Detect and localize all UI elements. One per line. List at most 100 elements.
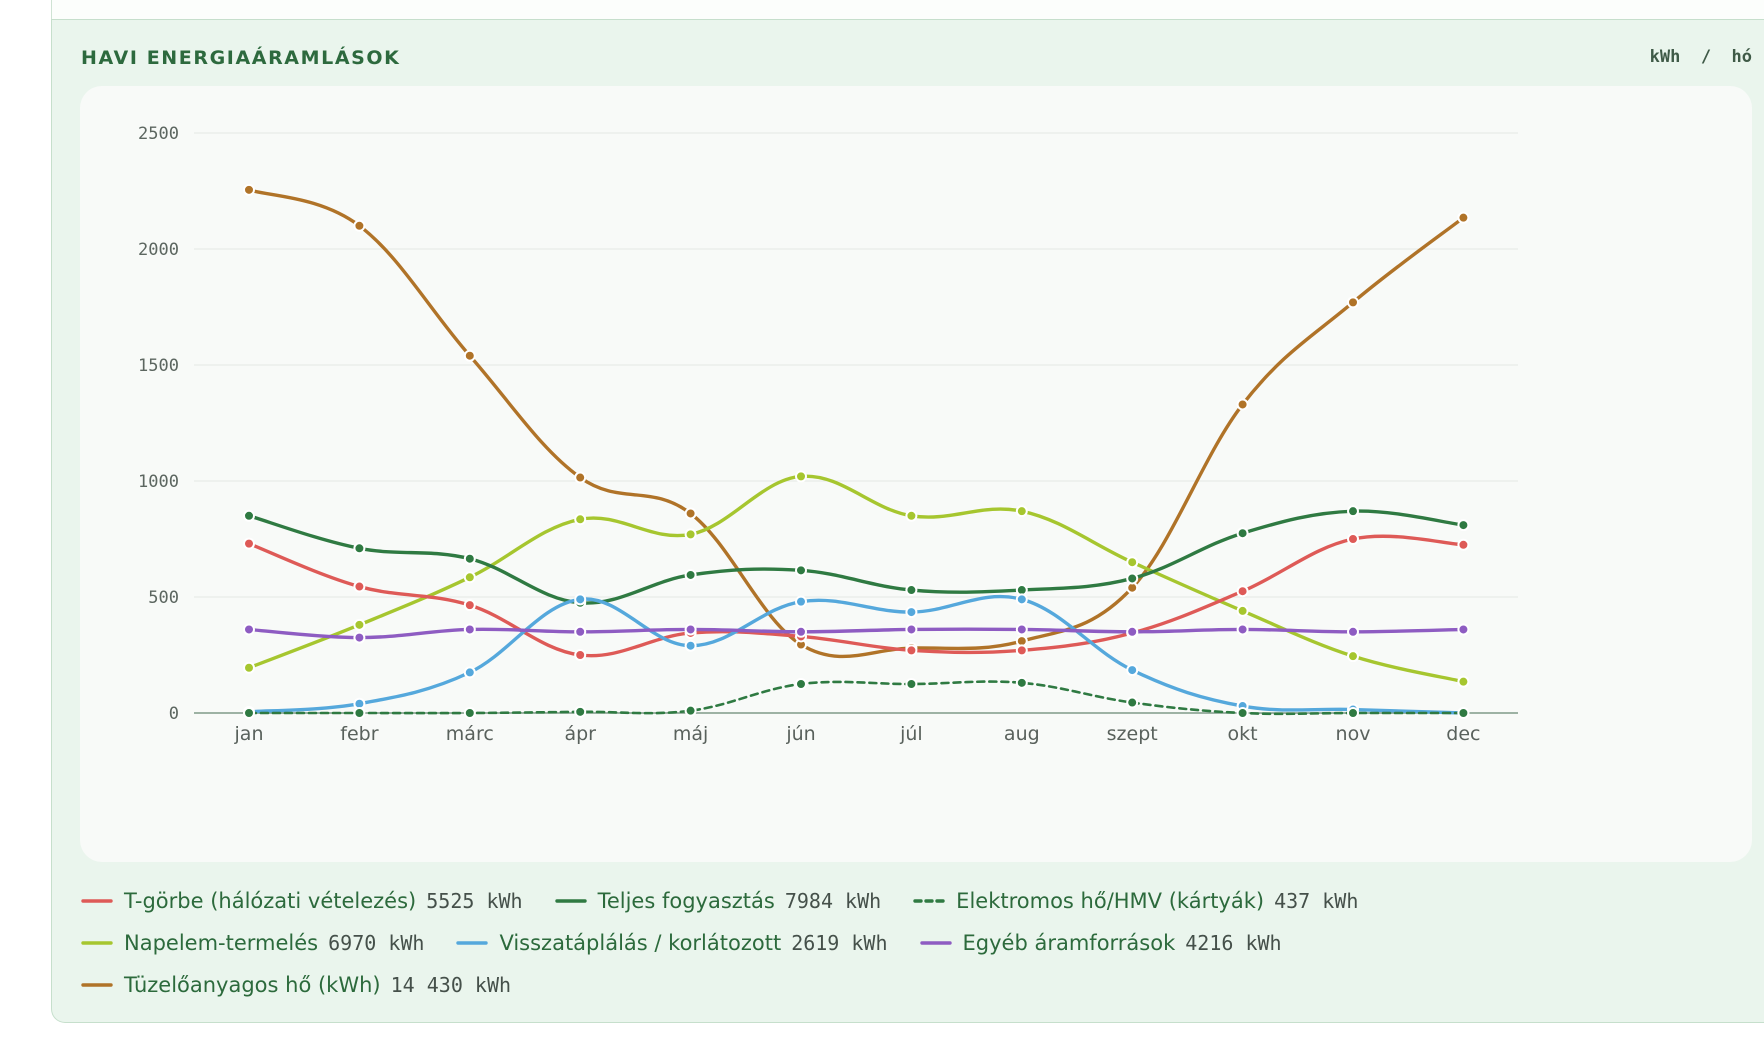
data-point[interactable]	[243, 509, 255, 522]
data-point[interactable]	[463, 349, 476, 362]
data-point[interactable]	[684, 639, 697, 652]
data-point[interactable]	[243, 183, 255, 196]
data-point[interactable]	[574, 649, 587, 661]
x-axis-ticks: jan febr márc ápr máj jún júl aug szept okt nov dec	[234, 723, 1481, 745]
data-point[interactable]	[795, 564, 807, 577]
legend-item[interactable]: Visszatáplálás / korlátozott 2619 kWh	[456, 931, 888, 955]
x-tick-label: szept	[1107, 723, 1158, 745]
legend-swatch	[913, 899, 945, 903]
legend-swatch	[919, 941, 952, 945]
data-point[interactable]	[905, 644, 918, 657]
legend-item[interactable]: T-görbe (hálózati vételezés) 5525 kWh	[81, 889, 523, 913]
data-point[interactable]	[1236, 527, 1249, 540]
data-point[interactable]	[243, 707, 255, 719]
data-point[interactable]	[795, 595, 807, 608]
data-point[interactable]	[684, 507, 697, 520]
data-point[interactable]	[795, 625, 807, 638]
data-point[interactable]	[684, 623, 697, 636]
x-tick-label: júl	[899, 723, 923, 745]
data-point[interactable]	[463, 599, 476, 612]
data-point[interactable]	[1015, 505, 1028, 518]
legend-item[interactable]: Tüzelőanyagos hő (kWh) 14 430 kWh	[81, 973, 511, 997]
data-point[interactable]	[1347, 707, 1359, 719]
data-point[interactable]	[243, 623, 255, 636]
legend-label: Egyéb áramforrások	[962, 931, 1176, 955]
data-point[interactable]	[243, 661, 255, 674]
data-point[interactable]	[353, 542, 366, 555]
legend-item[interactable]: Teljes fogyasztás 7984 kWh	[554, 889, 882, 913]
data-point[interactable]	[684, 704, 697, 717]
data-point[interactable]	[905, 623, 918, 636]
data-point[interactable]	[243, 537, 255, 550]
legend-item[interactable]: Napelem-termelés 6970 kWh	[81, 931, 424, 955]
data-point[interactable]	[1126, 625, 1139, 638]
data-point[interactable]	[353, 219, 366, 232]
data-point[interactable]	[1347, 505, 1359, 518]
data-point[interactable]	[905, 678, 918, 690]
data-point[interactable]	[463, 571, 476, 584]
data-point[interactable]	[463, 666, 476, 679]
data-point[interactable]	[1457, 707, 1470, 719]
data-point[interactable]	[1126, 572, 1139, 585]
data-point[interactable]	[1457, 675, 1470, 688]
data-point[interactable]	[795, 678, 807, 690]
data-point[interactable]	[1126, 556, 1139, 569]
data-point[interactable]	[1126, 664, 1139, 677]
legend-value: 6970 kWh	[328, 931, 425, 955]
legend-value: 7984 kWh	[784, 889, 882, 913]
data-point[interactable]	[1236, 585, 1249, 598]
data-point[interactable]	[1236, 398, 1249, 411]
x-tick-label: dec	[1446, 723, 1480, 745]
legend-label: Tüzelőanyagos hő (kWh)	[124, 973, 381, 997]
data-point[interactable]	[574, 471, 587, 484]
series-line	[247, 509, 1466, 605]
data-point[interactable]	[905, 509, 918, 522]
data-point[interactable]	[684, 528, 697, 541]
data-point[interactable]	[1347, 533, 1359, 545]
legend-swatch	[554, 899, 587, 903]
data-point[interactable]	[684, 568, 697, 581]
data-point[interactable]	[1236, 604, 1249, 617]
data-point[interactable]	[1457, 211, 1470, 224]
legend-item[interactable]: Elektromos hő/HMV (kártyák) 437 kWh	[913, 889, 1358, 913]
data-point[interactable]	[574, 593, 587, 606]
data-point[interactable]	[1347, 296, 1359, 309]
legend-swatch	[81, 899, 113, 903]
data-point[interactable]	[905, 584, 918, 597]
data-point[interactable]	[1015, 676, 1028, 689]
data-point[interactable]	[574, 705, 587, 718]
data-point[interactable]	[463, 552, 476, 565]
y-tick-label: 2500	[138, 124, 179, 144]
data-point[interactable]	[353, 580, 366, 593]
data-point[interactable]	[1015, 623, 1028, 636]
data-point[interactable]	[463, 623, 476, 636]
data-point[interactable]	[353, 707, 366, 719]
data-point[interactable]	[1347, 650, 1359, 663]
x-tick-label: jún	[785, 723, 815, 745]
data-point[interactable]	[1457, 538, 1470, 551]
data-point[interactable]	[353, 631, 366, 644]
series-lines	[247, 188, 1466, 716]
data-point[interactable]	[1126, 696, 1139, 709]
data-point[interactable]	[1457, 623, 1470, 636]
data-point[interactable]	[574, 625, 587, 638]
data-point[interactable]	[1457, 519, 1470, 532]
data-point[interactable]	[353, 618, 366, 631]
data-point[interactable]	[905, 606, 918, 619]
legend-label: Elektromos hő/HMV (kártyák)	[956, 889, 1265, 913]
data-point[interactable]	[463, 707, 476, 719]
data-point[interactable]	[1015, 593, 1028, 606]
top-strip	[51, 0, 1764, 19]
legend-label: Visszatáplálás / korlátozott	[499, 931, 782, 955]
data-point[interactable]	[795, 470, 807, 483]
data-points	[243, 183, 1470, 719]
legend-item[interactable]: Egyéb áramforrások 4216 kWh	[919, 931, 1282, 955]
y-tick-label: 2000	[138, 240, 179, 260]
line-chart: 0 500 1000 1500 2000 2500 jan febr márc ápr máj jú…	[138, 124, 1518, 745]
grid-lines	[194, 132, 1518, 714]
data-point[interactable]	[1347, 625, 1359, 638]
data-point[interactable]	[1236, 623, 1249, 636]
data-point[interactable]	[1236, 707, 1249, 719]
data-point[interactable]	[1015, 644, 1028, 657]
data-point[interactable]	[574, 513, 587, 526]
